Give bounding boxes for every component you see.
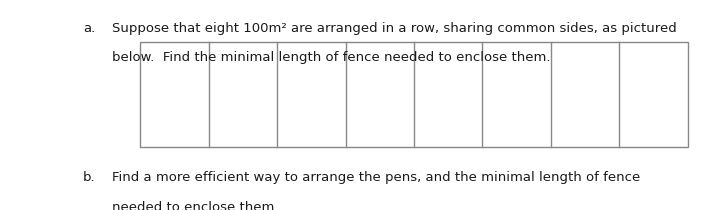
Text: below.  Find the minimal length of fence needed to enclose them.: below. Find the minimal length of fence … bbox=[112, 51, 550, 64]
Text: Suppose that eight 100m² are arranged in a row, sharing common sides, as picture: Suppose that eight 100m² are arranged in… bbox=[112, 22, 676, 35]
Bar bbox=[140, 42, 688, 147]
Text: b.: b. bbox=[83, 171, 96, 184]
Text: Find a more efficient way to arrange the pens, and the minimal length of fence: Find a more efficient way to arrange the… bbox=[112, 171, 640, 184]
Text: needed to enclose them.: needed to enclose them. bbox=[112, 201, 278, 210]
Text: a.: a. bbox=[83, 22, 95, 35]
